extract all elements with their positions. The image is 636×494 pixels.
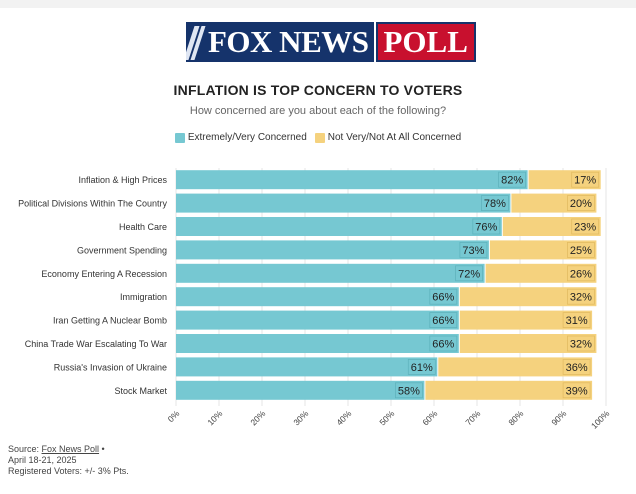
data-label-not-concerned: 32% xyxy=(570,292,592,304)
bar-not-concerned xyxy=(438,357,593,377)
bar-not-concerned xyxy=(459,287,597,307)
legend-item-not-concerned: Not Very/Not At All Concerned xyxy=(314,132,462,143)
source-note: Source: Fox News Poll • April 18-21, 202… xyxy=(8,444,129,477)
bar-concerned xyxy=(176,380,425,400)
data-label-not-concerned: 25% xyxy=(570,245,592,257)
category-label: Health Care xyxy=(119,222,167,232)
source-line: Source: Fox News Poll • xyxy=(8,444,129,455)
bar-not-concerned xyxy=(459,334,597,353)
x-tick-label: 40% xyxy=(334,408,353,427)
data-label-not-concerned: 20% xyxy=(570,198,592,210)
data-label-box xyxy=(498,171,527,188)
data-label-box xyxy=(455,265,484,282)
category-label: Political Divisions Within The Country xyxy=(18,199,167,209)
data-label-box xyxy=(562,358,591,375)
data-label-not-concerned: 17% xyxy=(574,175,596,187)
source-link[interactable]: Fox News Poll xyxy=(41,444,100,454)
legend-label-concerned: Extremely/Very Concerned xyxy=(187,132,307,143)
data-label-box xyxy=(567,288,595,305)
data-label-concerned: 76% xyxy=(475,222,497,234)
fox-news-poll-logo: FOX NEWS POLL xyxy=(186,22,476,62)
data-label-box xyxy=(394,382,423,399)
data-label-box xyxy=(562,312,591,329)
chart-title: INFLATION IS TOP CONCERN TO VOTERS xyxy=(173,82,463,98)
legend-item-concerned: Extremely/Very Concerned xyxy=(174,132,307,143)
data-label-concerned: 73% xyxy=(462,245,484,257)
bar-concerned xyxy=(176,263,485,283)
data-label-box xyxy=(567,265,595,282)
category-label: Russia's Invasion of Ukraine xyxy=(54,362,167,372)
legend-swatch-concerned xyxy=(174,132,185,143)
logo-poll-text: POLL xyxy=(375,22,476,62)
x-tick-label: 0% xyxy=(166,408,182,424)
data-label-box xyxy=(407,358,436,375)
data-label-box xyxy=(429,335,458,352)
data-label-concerned: 72% xyxy=(458,268,480,280)
chart-subtitle: How concerned are you about each of the … xyxy=(189,105,447,117)
source-prefix: Source: xyxy=(8,444,42,454)
data-label-not-concerned: 39% xyxy=(566,385,588,397)
x-tick-label: 100% xyxy=(589,408,612,431)
data-label-not-concerned: 32% xyxy=(570,339,592,351)
source-bullet: • xyxy=(99,444,105,454)
bar-not-concerned xyxy=(459,310,593,330)
x-tick-label: 90% xyxy=(549,408,568,427)
chart-legend: Extremely/Very Concerned Not Very/Not At… xyxy=(0,132,636,143)
bar-concerned xyxy=(176,287,459,307)
data-label-box xyxy=(459,241,488,258)
category-label: China Trade War Escalating To War xyxy=(25,339,167,349)
data-label-box xyxy=(480,195,509,212)
bar-concerned xyxy=(176,193,511,213)
data-label-concerned: 58% xyxy=(398,385,420,397)
fox-logo-mark-icon xyxy=(186,22,206,62)
data-label-box xyxy=(562,382,591,399)
source-margin-note: Registered Voters: +/- 3% Pts. xyxy=(8,466,129,476)
data-label-box xyxy=(571,171,600,188)
bar-concerned xyxy=(176,170,528,190)
x-tick-label: 30% xyxy=(291,408,310,427)
data-label-concerned: 66% xyxy=(432,315,454,327)
category-label: Stock Market xyxy=(114,386,167,396)
bar-concerned xyxy=(176,217,502,236)
category-label: Immigration xyxy=(120,292,167,302)
data-label-not-concerned: 26% xyxy=(570,268,592,280)
x-tick-label: 60% xyxy=(420,408,439,427)
x-tick-label: 50% xyxy=(377,408,396,427)
data-label-not-concerned: 31% xyxy=(566,315,588,327)
bar-concerned xyxy=(176,357,438,377)
data-label-box xyxy=(571,218,600,235)
category-label: Inflation & High Prices xyxy=(78,175,167,185)
legend-swatch-not-concerned xyxy=(314,132,325,143)
x-tick-label: 80% xyxy=(506,408,525,427)
category-label: Economy Entering A Recession xyxy=(41,269,167,279)
data-label-not-concerned: 36% xyxy=(566,362,588,374)
data-label-box xyxy=(472,218,501,235)
legend-label-not-concerned: Not Very/Not At All Concerned xyxy=(327,132,462,143)
source-dates: April 18-21, 2025 xyxy=(8,455,77,465)
bar-not-concerned xyxy=(425,380,593,400)
x-tick-label: 10% xyxy=(205,408,224,427)
data-label-box xyxy=(429,288,458,305)
logo-fox-news-text: FOX NEWS xyxy=(206,22,374,62)
data-label-box xyxy=(567,335,595,352)
x-tick-label: 20% xyxy=(248,408,267,427)
bar-concerned xyxy=(176,310,459,330)
bar-concerned xyxy=(176,334,459,353)
category-label: Government Spending xyxy=(77,245,167,255)
x-tick-label: 70% xyxy=(463,408,482,427)
data-label-concerned: 66% xyxy=(432,339,454,351)
data-label-concerned: 82% xyxy=(501,175,523,187)
data-label-concerned: 61% xyxy=(411,362,433,374)
data-label-box xyxy=(429,312,458,329)
data-label-box xyxy=(567,195,595,212)
data-label-concerned: 78% xyxy=(484,198,506,210)
category-label: Iran Getting A Nuclear Bomb xyxy=(53,316,167,326)
data-label-box xyxy=(567,241,595,258)
data-label-concerned: 66% xyxy=(432,292,454,304)
data-label-not-concerned: 23% xyxy=(574,222,596,234)
bar-concerned xyxy=(176,240,489,260)
